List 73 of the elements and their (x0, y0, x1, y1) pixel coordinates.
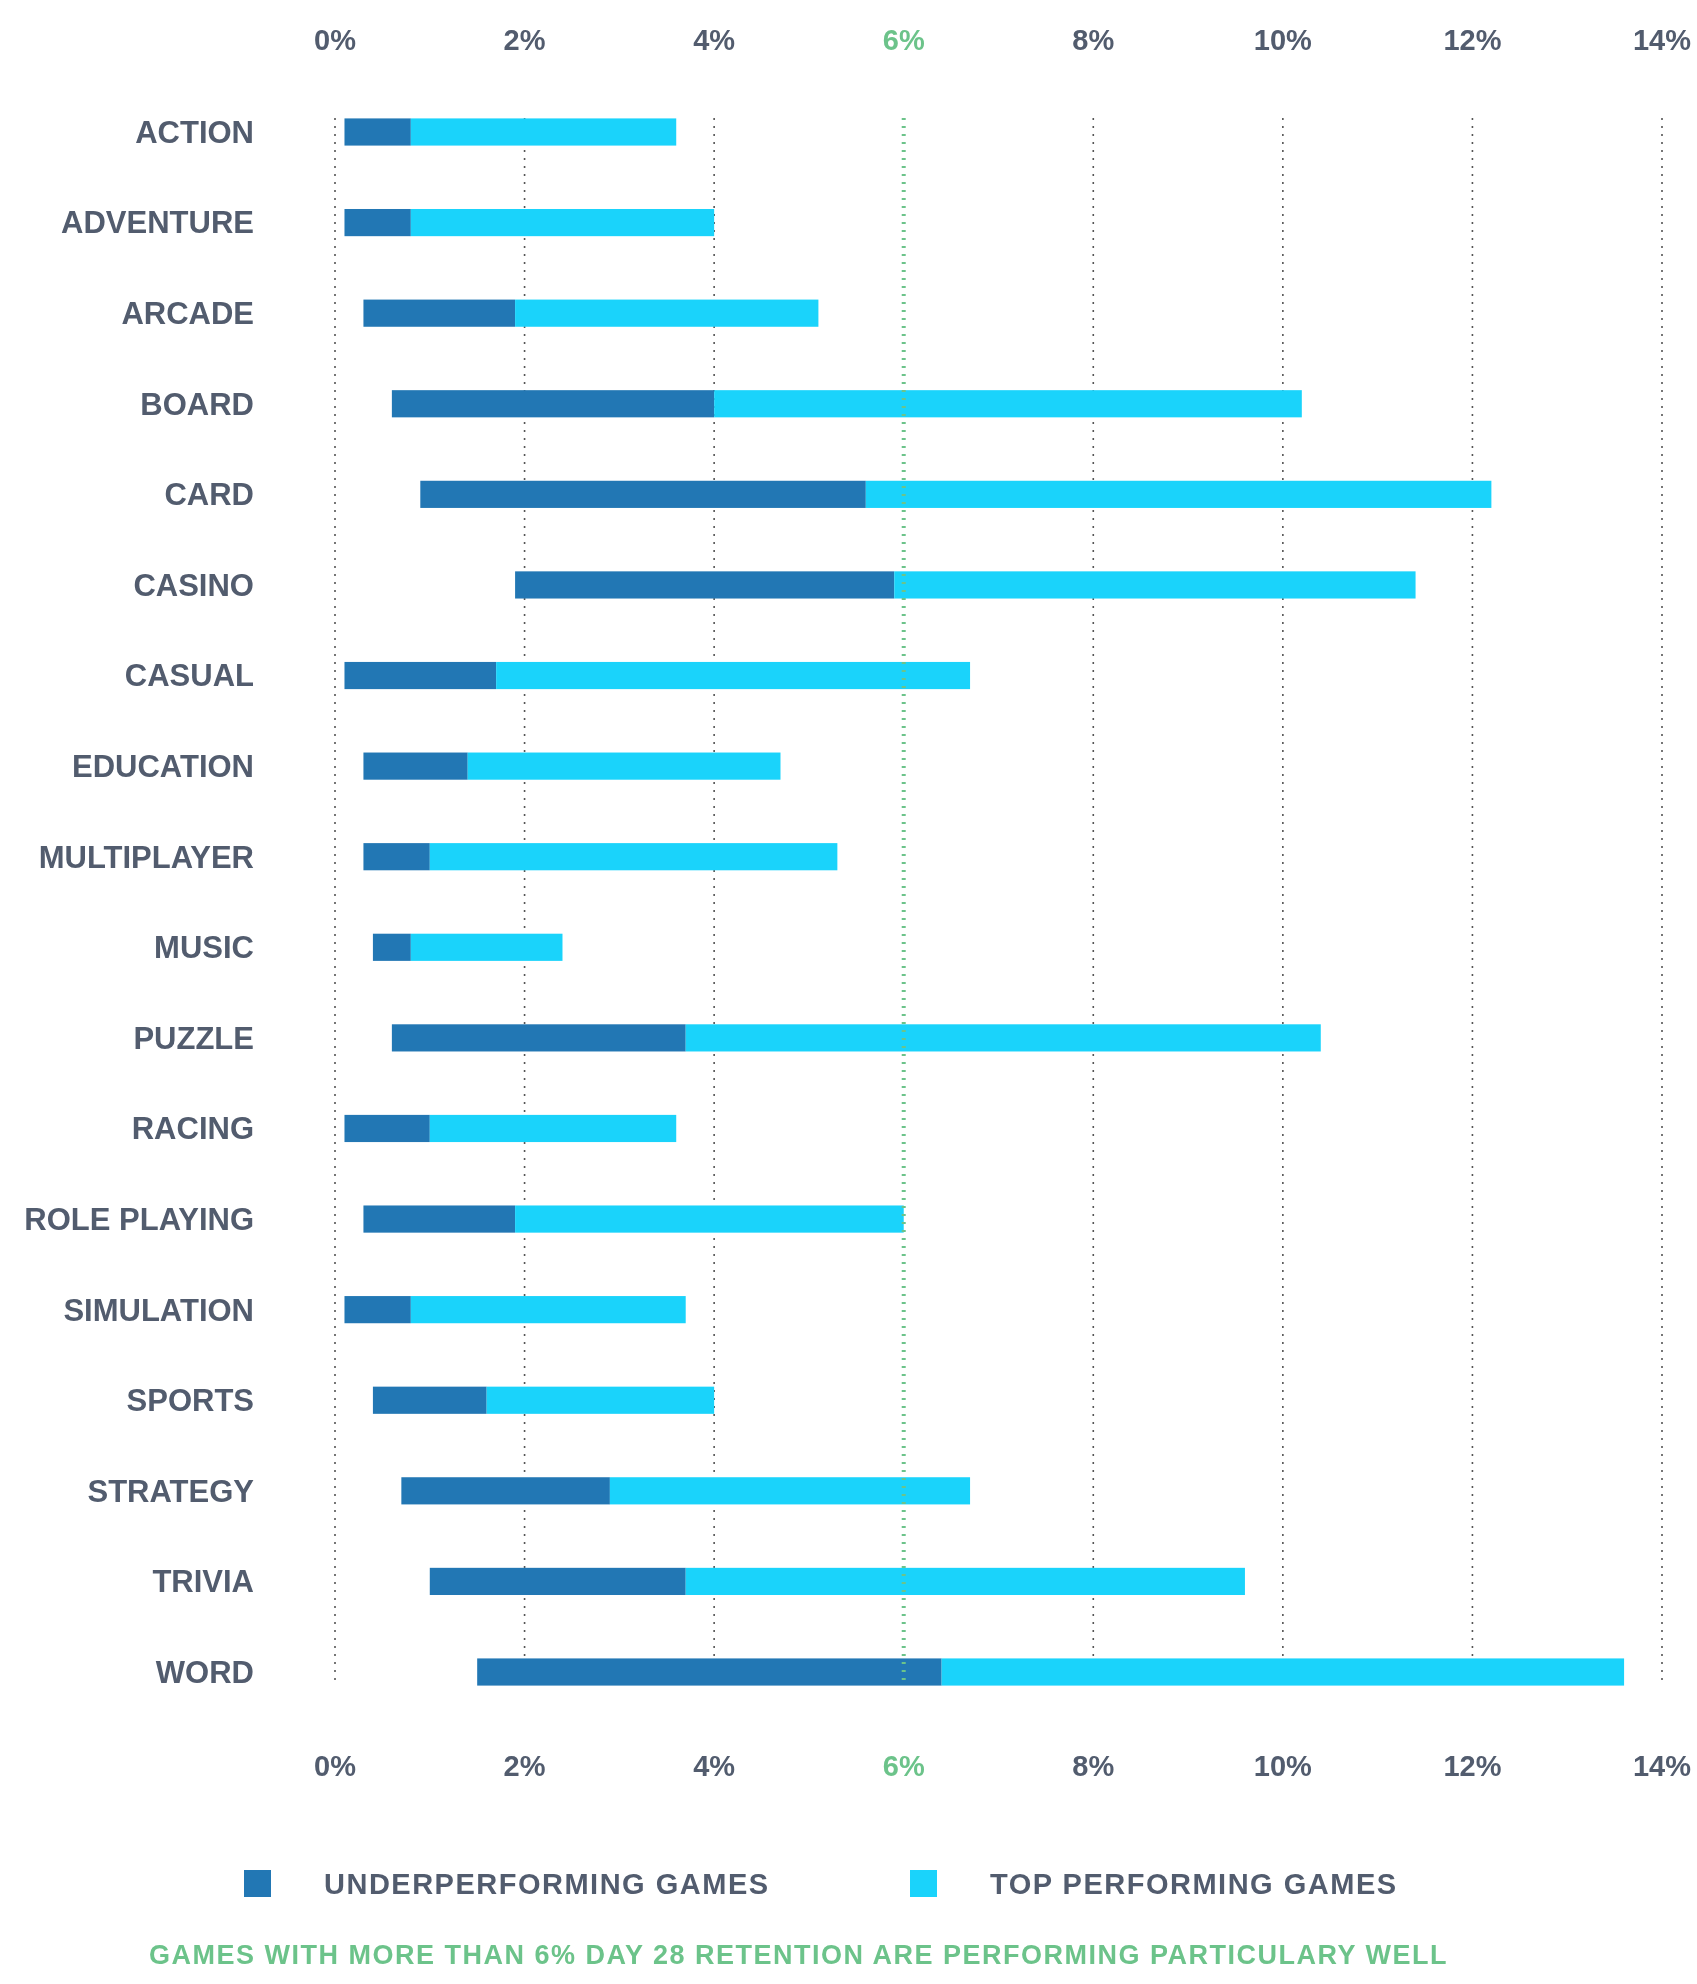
y-tick-label: MULTIPLAYER (38, 839, 254, 875)
x2-tick-label: 12% (1443, 1750, 1502, 1782)
y-tick-label: WORD (155, 1654, 254, 1690)
bar (391, 390, 715, 418)
x2-tick-label: 14% (1632, 1750, 1692, 1782)
bar (372, 933, 411, 961)
bar (515, 571, 895, 599)
bar (344, 209, 411, 237)
y-tick-label: RACING (131, 1111, 254, 1147)
x-tick-label: 8% (1072, 24, 1115, 56)
y-tick-label: SPORTS (126, 1383, 254, 1419)
bar (410, 209, 715, 237)
y-tick-label: ROLE PLAYING (24, 1201, 254, 1237)
bar (429, 1567, 686, 1596)
bar (420, 480, 866, 508)
y-tick-label: TRIVIA (152, 1564, 254, 1600)
y-tick-label: ARCADE (121, 296, 254, 332)
y-tick-label: CARD (164, 477, 254, 513)
bar (865, 480, 1492, 508)
bar (609, 1477, 971, 1505)
text: GAMES WITH MORE THAN 6% DAY 28 RETENTION ARE PERFORMING PARTICULARY WELL (148, 1940, 1449, 1970)
x-tick-label: 12% (1443, 24, 1502, 56)
bar (372, 1386, 487, 1414)
x2-tick-label: 4% (693, 1750, 736, 1782)
y-tick-label: EDUCATION (72, 748, 254, 784)
bar (344, 118, 411, 146)
x-tick-label: 14% (1632, 24, 1692, 56)
y-tick-label: CASINO (133, 567, 254, 603)
y-tick-label: SIMULATION (63, 1292, 254, 1328)
y-tick-label: PUZZLE (133, 1020, 254, 1056)
x2-tick-label: 2% (503, 1750, 546, 1782)
bar (344, 1296, 411, 1324)
x2-tick-label: 6% (882, 1750, 925, 1782)
bar (941, 1658, 1625, 1686)
bar (410, 933, 563, 961)
bar (515, 299, 819, 327)
bar (344, 661, 497, 690)
bar (391, 1024, 686, 1052)
bar (685, 1024, 1321, 1052)
y-tick-label: MUSIC (154, 930, 254, 966)
y-tick-label: BOARD (140, 386, 254, 422)
bar (410, 1296, 686, 1324)
x2-tick-label: 8% (1072, 1750, 1115, 1782)
bar (894, 571, 1416, 599)
bar (401, 1477, 610, 1505)
bar (363, 299, 516, 327)
bar (515, 1205, 904, 1233)
bar (496, 661, 971, 690)
y-tick-label: CASUAL (124, 658, 254, 694)
y-tick-label: ACTION (135, 114, 254, 150)
bar (467, 752, 781, 780)
bar (429, 843, 838, 871)
x-tick-label: 2% (503, 24, 546, 56)
bar (685, 1567, 1245, 1596)
x-tick-label: 6% (882, 24, 925, 56)
x-tick-label: 10% (1253, 24, 1313, 56)
bar (344, 1114, 430, 1143)
x-tick-label: 4% (693, 24, 736, 56)
bar (714, 390, 1302, 418)
bar (486, 1386, 715, 1414)
bar (477, 1658, 942, 1686)
x-tick-label: 0% (314, 24, 357, 56)
x2-tick-label: 10% (1253, 1750, 1313, 1782)
x2-tick-label: 0% (314, 1750, 357, 1782)
legend-label: UNDERPERFORMING GAMES (324, 1868, 770, 1901)
bar (363, 1205, 516, 1233)
bar (429, 1114, 677, 1143)
y-tick-label: STRATEGY (87, 1473, 255, 1509)
bar (363, 843, 430, 871)
y-tick-label: ADVENTURE (61, 205, 254, 241)
bar (363, 752, 468, 780)
legend-label: TOP PERFORMING GAMES (990, 1868, 1398, 1901)
bar (410, 118, 677, 146)
